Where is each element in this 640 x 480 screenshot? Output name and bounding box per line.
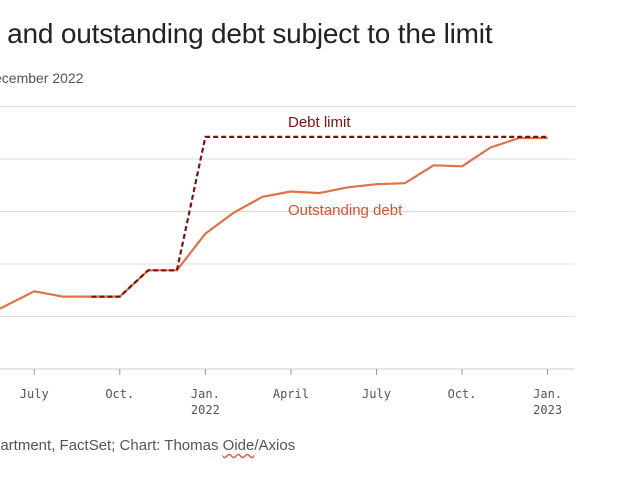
debt-limit-line [91, 135, 548, 298]
x-tick-label-3: Jan. [191, 387, 220, 401]
x-tick-label-1: July [20, 387, 49, 401]
chart-title: it and outstanding debt subject to the l… [0, 18, 493, 49]
x-tick-label-6: Oct. [448, 387, 477, 401]
source-suffix: /Axios [254, 437, 296, 454]
x-axis-ticks: July Oct. Jan. 2022 April July Oct. Jan. 2023 [20, 369, 562, 417]
series-lines [0, 135, 548, 310]
source-credit: partment, FactSet; Chart: Thomas Oide/Ax… [0, 437, 295, 454]
line-chart: July Oct. Jan. 2022 April July Oct. Jan. 2023 De… [0, 106, 575, 417]
debt-limit-label: Debt limit [288, 114, 351, 131]
x-tick-label-4: April [273, 387, 309, 401]
gridlines [0, 106, 575, 370]
outstanding-debt-label: Outstanding debt [288, 202, 403, 219]
source-prefix: partment, FactSet; Chart: Thomas [0, 437, 223, 454]
outstanding-debt-line [0, 136, 548, 310]
x-tick-label-7: Jan. [533, 387, 562, 401]
x-tick-sublabel-7: 2023 [533, 403, 562, 417]
x-tick-label-2: Oct. [105, 387, 134, 401]
chart-subtitle: ecember 2022 [0, 70, 84, 86]
x-tick-label-5: July [362, 387, 391, 401]
source-underlined-name: Oide [222, 437, 255, 454]
x-tick-sublabel-3: 2022 [191, 403, 220, 417]
